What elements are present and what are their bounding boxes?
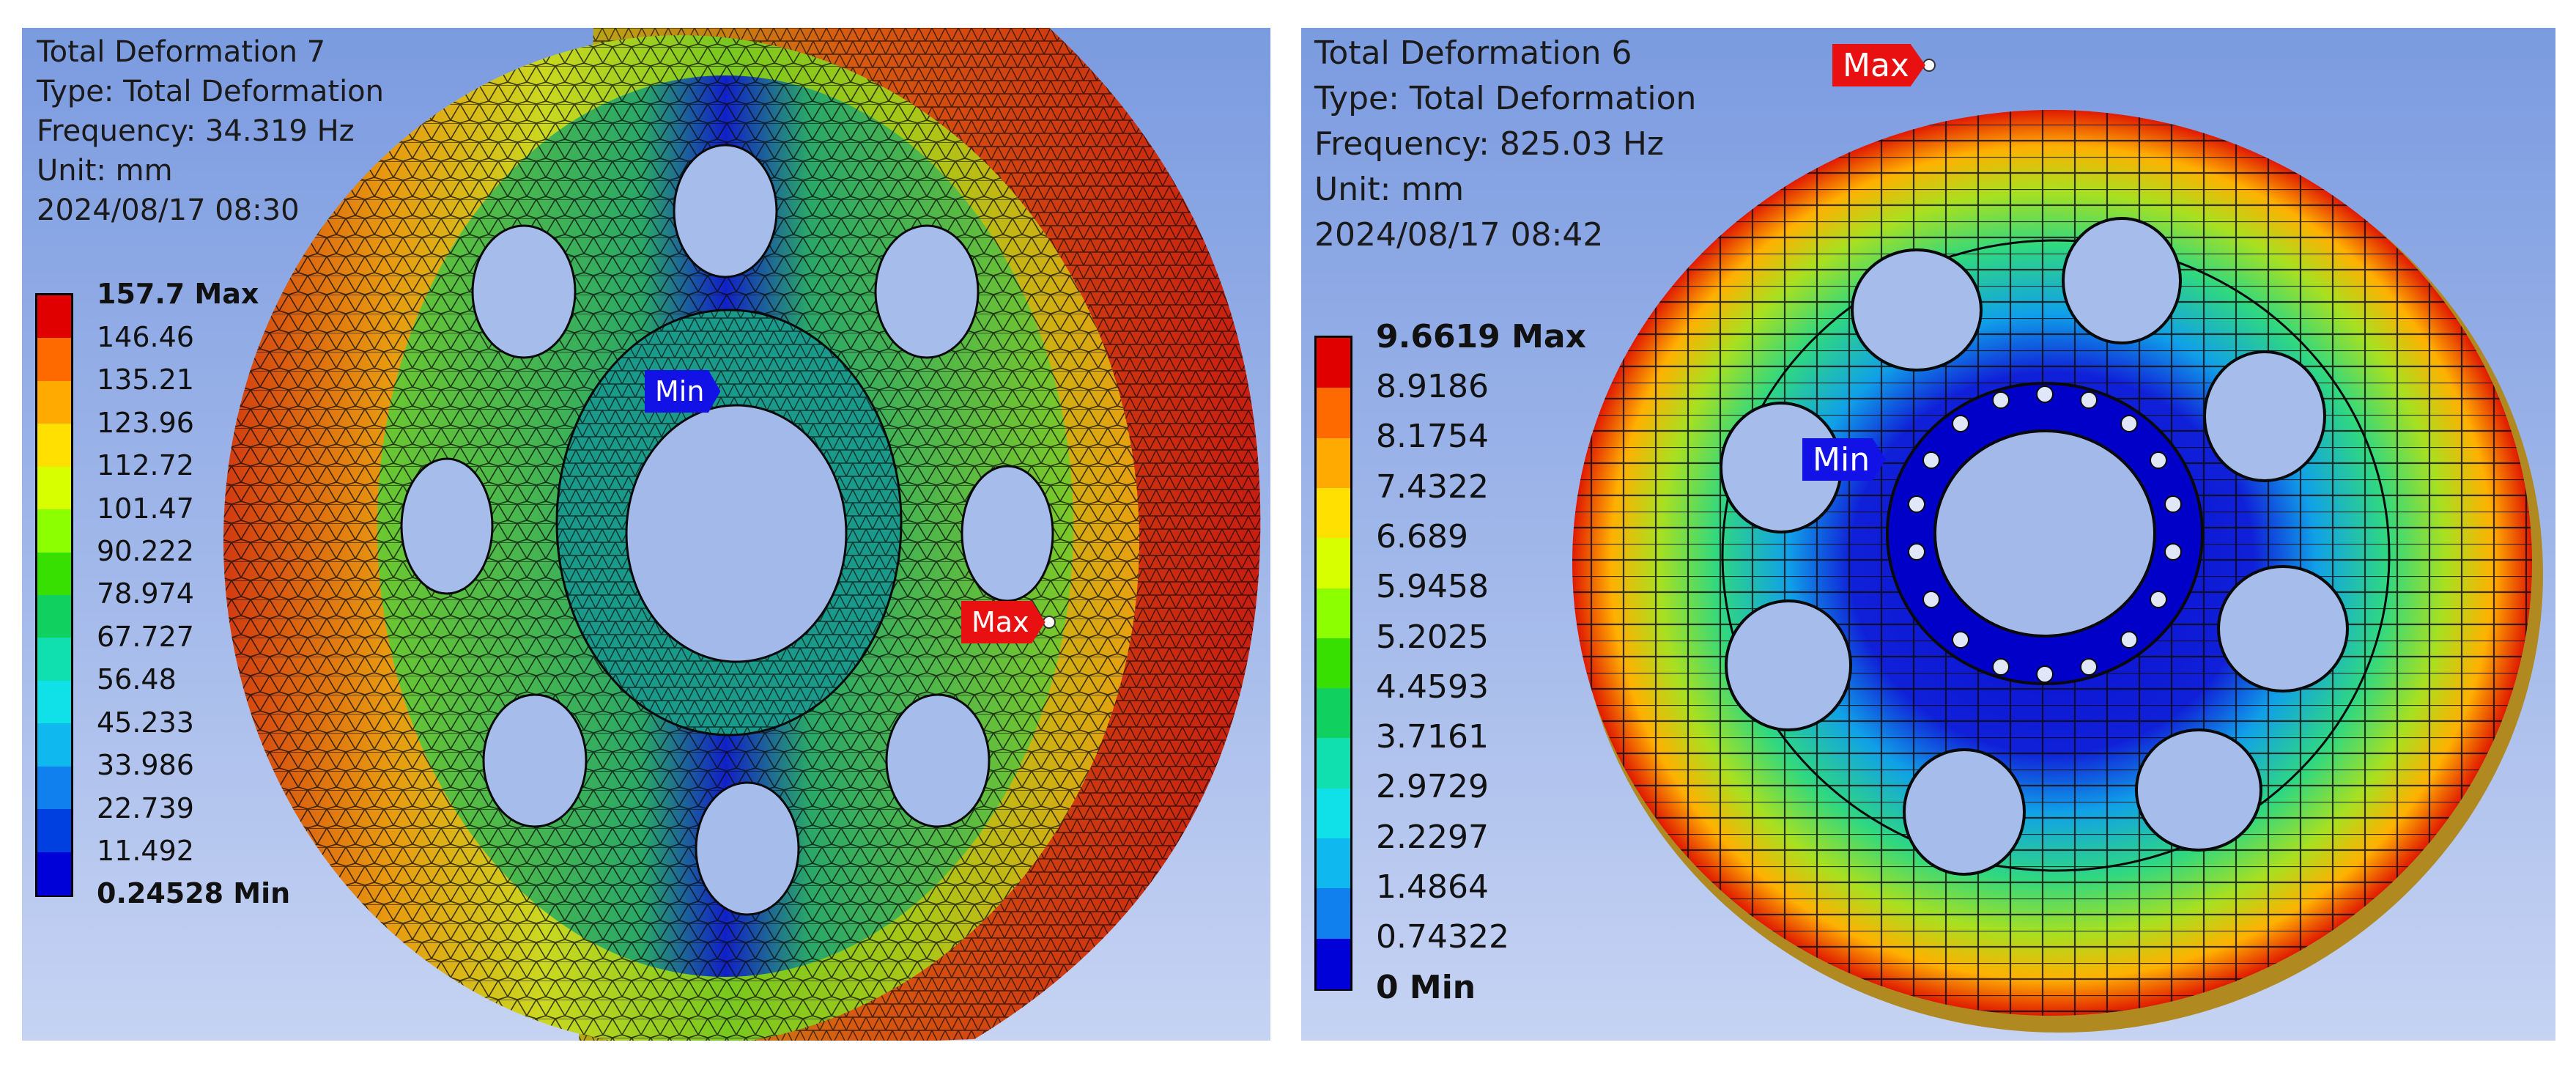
legend-max-label: 157.7 Max — [97, 278, 259, 311]
wheel-model-left[interactable] — [22, 28, 1270, 1041]
viewport-left[interactable]: Total Deformation 7 Type: Total Deformat… — [22, 28, 1270, 1041]
legend-swatch — [37, 424, 71, 468]
legend-value: 22.739 — [97, 791, 194, 824]
legend-value: 0.74322 — [1376, 918, 1509, 956]
legend-value: 112.72 — [97, 449, 194, 482]
legend-swatch — [1317, 487, 1350, 539]
legend-swatch — [1317, 638, 1350, 690]
legend-value: 78.974 — [97, 577, 194, 610]
center-bore-right — [1933, 429, 2156, 638]
legend-value: 1.4864 — [1376, 868, 1489, 907]
lug-holes-right — [1720, 217, 2349, 876]
result-timestamp: 2024/08/17 08:42 — [1314, 216, 1604, 254]
min-probe-label: Min — [1802, 438, 1887, 481]
result-title: Total Deformation 7 — [37, 35, 326, 69]
legend-value: 8.9186 — [1376, 368, 1489, 406]
legend-swatch — [37, 766, 71, 811]
legend-swatch — [37, 509, 71, 553]
legend-value: 123.96 — [97, 406, 194, 439]
legend-value: 6.689 — [1376, 517, 1468, 555]
legend-swatch — [37, 723, 71, 767]
legend-value: 2.2297 — [1376, 818, 1489, 856]
legend-swatch — [37, 595, 71, 639]
legend-swatch — [1317, 338, 1350, 389]
legend-value: 2.9729 — [1376, 768, 1489, 806]
legend-value: 90.222 — [97, 535, 194, 567]
viewport-right[interactable]: Total Deformation 6 Type: Total Deformat… — [1301, 28, 2555, 1041]
legend-value: 8.1754 — [1376, 418, 1489, 456]
legend-swatch — [37, 680, 71, 725]
center-bore — [625, 404, 848, 663]
result-timestamp: 2024/08/17 08:30 — [37, 193, 300, 227]
lug-holes-left — [400, 144, 1054, 916]
legend-swatch — [1317, 938, 1350, 989]
legend-swatch — [37, 809, 71, 853]
result-unit: Unit: mm — [1314, 171, 1465, 208]
min-probe-label: Min — [645, 370, 721, 413]
max-probe-left[interactable]: Max — [961, 601, 1056, 643]
legend-swatch — [1317, 538, 1350, 589]
legend-value: 135.21 — [97, 363, 194, 396]
legend-swatch — [37, 295, 71, 339]
legend-swatch — [37, 638, 71, 682]
min-probe-left[interactable]: Min — [645, 370, 721, 413]
legend-value: 7.4322 — [1376, 468, 1489, 506]
legend-value: 101.47 — [97, 492, 194, 525]
legend-max-label: 9.6619 Max — [1376, 317, 1586, 355]
legend-swatch — [1317, 688, 1350, 739]
legend-swatch — [1317, 838, 1350, 890]
legend-min-label: 0 Min — [1376, 968, 1476, 1006]
legend-swatch — [37, 338, 71, 382]
legend-swatch — [1317, 388, 1350, 439]
result-frequency: Frequency: 34.319 Hz — [37, 114, 355, 148]
legend-value: 56.48 — [97, 663, 177, 696]
legend-color-bar — [1314, 336, 1352, 991]
max-probe-right[interactable]: Max — [1832, 44, 1936, 86]
legend-value: 146.46 — [97, 320, 194, 353]
result-type: Type: Total Deformation — [1314, 80, 1697, 117]
legend-value: 3.7161 — [1376, 718, 1489, 756]
legend-color-bar — [35, 293, 73, 897]
result-info-right: Total Deformation 6 Type: Total Deformat… — [1314, 31, 1696, 258]
legend-swatch — [37, 852, 71, 896]
legend-swatch — [1317, 738, 1350, 789]
min-probe-right[interactable]: Min — [1802, 438, 1887, 481]
legend-swatch — [37, 380, 71, 425]
result-frequency: Frequency: 825.03 Hz — [1314, 125, 1665, 163]
legend-swatch — [1317, 788, 1350, 840]
legend-value: 45.233 — [97, 706, 194, 739]
result-info-left: Total Deformation 7 Type: Total Deformat… — [37, 32, 384, 230]
result-type: Type: Total Deformation — [37, 75, 385, 108]
legend-value: 4.4593 — [1376, 668, 1489, 706]
legend-swatch — [1317, 888, 1350, 939]
max-probe-label: Max — [1832, 44, 1925, 86]
legend-swatch — [37, 466, 71, 511]
legend-swatch — [1317, 588, 1350, 639]
legend-min-label: 0.24528 Min — [97, 877, 291, 910]
legend-swatch — [37, 552, 71, 596]
result-unit: Unit: mm — [37, 154, 173, 188]
legend-value: 67.727 — [97, 620, 194, 653]
color-legend-right[interactable]: 9.6619 Max 8.9186 8.1754 7.4322 6.689 5.9458 5… — [1314, 318, 1622, 1032]
legend-value: 11.492 — [97, 835, 194, 867]
disc-model-right[interactable] — [1301, 28, 2555, 1041]
disc-inner-ring — [1721, 239, 2391, 872]
legend-value: 5.9458 — [1376, 568, 1489, 606]
color-legend-left[interactable]: 157.7 Max 146.46 135.21 123.96 112.72 101.47 9… — [35, 278, 328, 931]
legend-swatch — [1317, 437, 1350, 489]
legend-value: 5.2025 — [1376, 618, 1489, 656]
result-title: Total Deformation 6 — [1314, 34, 1632, 72]
legend-value: 33.986 — [97, 749, 194, 782]
max-probe-label: Max — [961, 601, 1045, 643]
bolt-holes-small — [1908, 385, 2182, 683]
